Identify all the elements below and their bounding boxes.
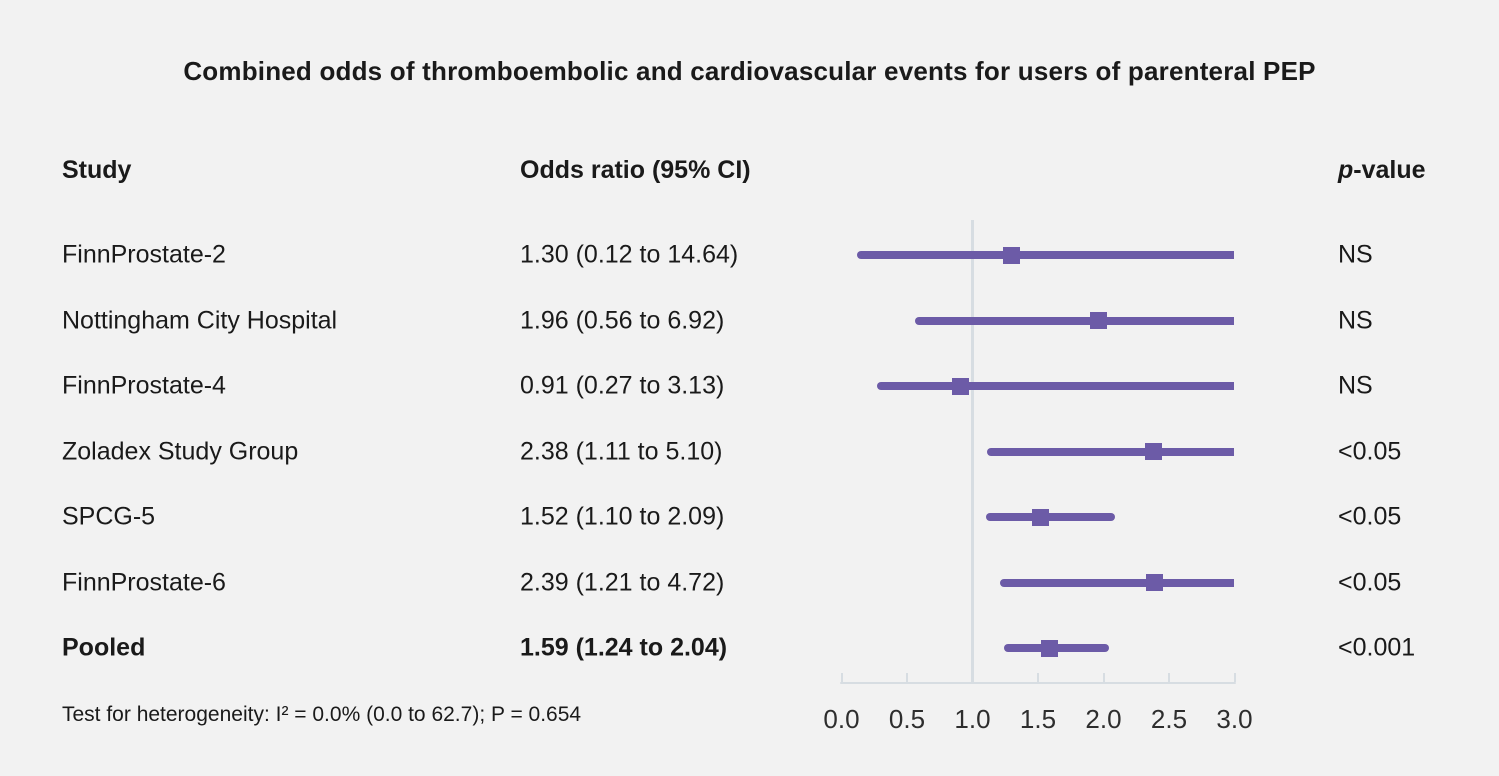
p-value: <0.001 [1338,633,1416,662]
confidence-interval-line [1000,578,1235,587]
x-axis-tick [971,673,974,682]
heterogeneity-note: Test for heterogeneity: I² = 0.0% (0.0 t… [62,703,582,726]
x-axis-tick-label: 2.5 [1150,704,1188,734]
x-axis-tick-label: 3.0 [1216,704,1253,734]
odds-ratio-marker [1041,639,1059,657]
odds-ratio-value: 1.96 (0.56 to 6.92) [520,306,725,334]
confidence-interval-line [986,447,1235,456]
study-label: Nottingham City Hospital [62,306,338,334]
odds-ratio-value: 0.91 (0.27 to 3.13) [520,371,725,400]
p-value-rest: -value [1353,156,1426,184]
x-axis-tick [1168,673,1170,682]
x-axis-tick [1037,673,1039,682]
x-axis-tick-label: 0.5 [888,704,926,734]
odds-ratio-marker [1144,443,1162,460]
odds-ratio-marker [1089,312,1107,329]
x-axis-tick-label: 0.0 [823,704,860,734]
study-label: Zoladex Study Group [62,437,299,465]
odds-ratio-value: 1.30 (0.12 to 14.64) [520,240,739,269]
chart-title: Combined odds of thromboembolic and card… [183,56,1316,86]
odds-ratio-marker [1146,574,1164,591]
x-axis-tick [1102,673,1105,682]
p-value: <0.05 [1338,568,1402,596]
study-label: FinnProstate-2 [62,240,226,269]
x-axis-tick-label: 1.5 [1019,704,1057,734]
x-axis-tick [1233,673,1236,682]
reference-line-or-1 [971,220,974,682]
odds-ratio-marker [1032,508,1050,526]
x-axis-tick-label: 1.0 [954,704,991,734]
odds-ratio-value: 1.59 (1.24 to 2.04) [520,633,728,662]
study-label: Pooled [62,633,146,662]
x-axis-tick-label: 2.0 [1085,704,1122,734]
study-label: FinnProstate-4 [62,371,226,400]
p-value: NS [1338,306,1373,334]
p-value: <0.05 [1338,437,1402,465]
study-label: SPCG-5 [62,502,156,531]
study-label: FinnProstate-6 [62,568,226,596]
confidence-interval-line [914,316,1235,325]
odds-ratio-value: 2.38 (1.11 to 5.10) [520,437,723,465]
confidence-interval-line [876,382,1235,390]
odds-ratio-marker [952,377,970,395]
column-header-study: Study [62,156,132,184]
p-value: <0.05 [1338,502,1402,531]
confidence-interval-line [857,251,1235,259]
x-axis-tick [840,673,843,682]
x-axis-tick [906,673,908,682]
x-axis-line [840,682,1236,684]
p-value: NS [1338,240,1373,269]
column-header-p-value: p-value [1338,156,1426,185]
odds-ratio-value: 2.39 (1.21 to 4.72) [520,568,725,596]
odds-ratio-value: 1.52 (1.10 to 2.09) [520,502,725,531]
odds-ratio-marker [1003,246,1021,264]
confidence-interval-line [985,513,1116,521]
p-value: NS [1338,371,1373,400]
p-value-italic-p: p [1338,156,1354,184]
column-header-odds-ratio: Odds ratio (95% CI) [520,156,751,184]
